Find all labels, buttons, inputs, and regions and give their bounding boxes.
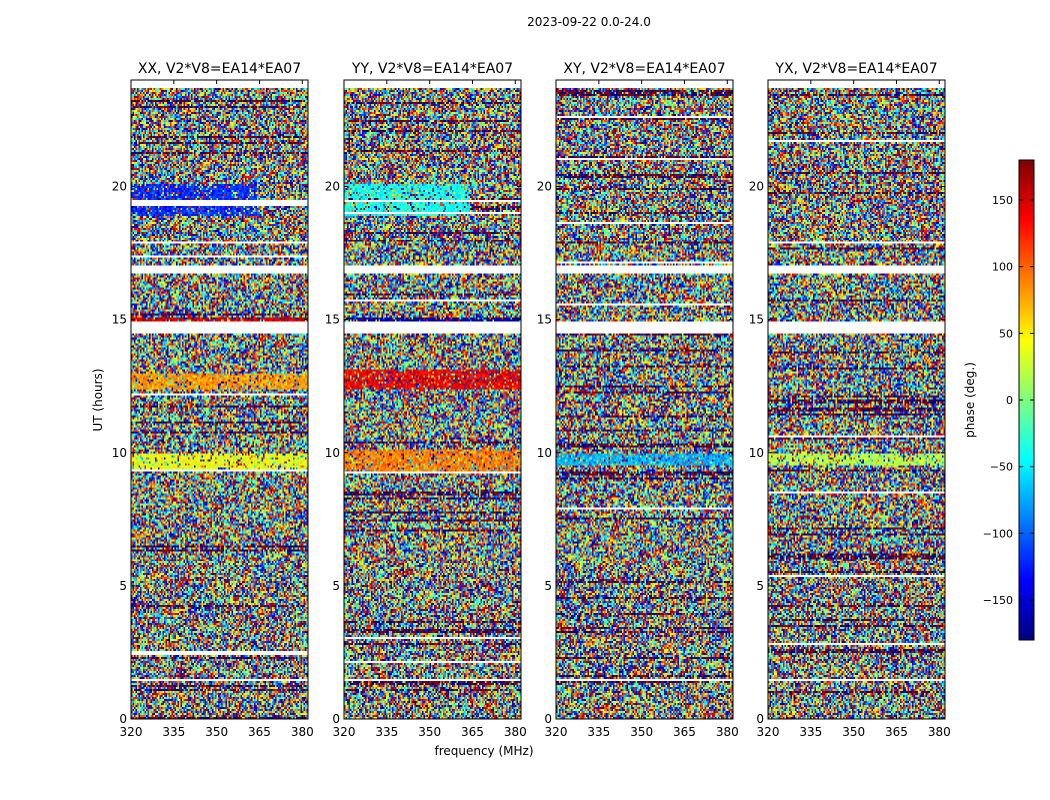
x-tick-label: 335 — [799, 725, 822, 739]
colorbar-tick-label: 0 — [1006, 394, 1013, 407]
colorbar: 150 100 50 0 −50 −100 −150 — [983, 159, 1035, 641]
panel-title: YX, V2*V8=EA14*EA07 — [774, 61, 937, 77]
x-tick-label: 335 — [162, 725, 185, 739]
panel-2: XY, V2*V8=EA14*EA07 320 335 350 365 380 0 5 10 15… — [537, 61, 739, 739]
y-tick-label: 5 — [544, 579, 552, 593]
colorbar-tick-label: −50 — [990, 461, 1013, 474]
x-tick-label: 350 — [842, 725, 865, 739]
y-tick-label: 20 — [112, 180, 127, 194]
x-tick-label: 365 — [885, 725, 908, 739]
x-tick-label: 335 — [587, 725, 610, 739]
y-tick-label: 10 — [325, 446, 340, 460]
colorbar-tick-label: 100 — [992, 261, 1013, 274]
x-tick-label: 365 — [248, 725, 271, 739]
x-tick-label: 350 — [418, 725, 441, 739]
x-tick-label: 380 — [928, 725, 951, 739]
phase-heatmap-image — [556, 80, 733, 719]
x-tick-label: 320 — [545, 725, 568, 739]
x-tick-label: 350 — [205, 725, 228, 739]
y-tick-label: 10 — [537, 446, 552, 460]
y-axis-label: UT (hours) — [91, 368, 105, 431]
y-tick-label: 20 — [749, 180, 764, 194]
phase-heatmap-image — [131, 80, 308, 719]
colorbar-tick-label: −100 — [983, 527, 1013, 540]
y-tick-label: 20 — [537, 180, 552, 194]
panel-0: XX, V2*V8=EA14*EA07 320 335 350 365 380 0 5 10 15… — [112, 61, 314, 739]
x-tick-label: 350 — [630, 725, 653, 739]
panel-frame — [130, 79, 309, 720]
x-tick-label: 335 — [375, 725, 398, 739]
panel-3: YX, V2*V8=EA14*EA07 320 335 350 365 380 0 5 10 15… — [749, 61, 951, 739]
panel-title: XX, V2*V8=EA14*EA07 — [138, 61, 301, 77]
x-axis-label: frequency (MHz) — [434, 744, 533, 758]
y-tick-label: 20 — [325, 180, 340, 194]
y-tick-label: 0 — [119, 712, 127, 726]
x-tick-label: 320 — [757, 725, 780, 739]
y-tick-label: 15 — [112, 313, 127, 327]
y-tick-label: 10 — [112, 446, 127, 460]
colorbar-label: phase (deg.) — [963, 362, 977, 438]
y-tick-label: 5 — [119, 579, 127, 593]
x-tick-label: 320 — [120, 725, 143, 739]
panel-frame — [555, 79, 734, 720]
panel-1: YY, V2*V8=EA14*EA07 320 335 350 365 380 0 5 10 15… — [325, 61, 527, 739]
y-tick-label: 15 — [749, 313, 764, 327]
x-tick-label: 380 — [291, 725, 314, 739]
y-tick-label: 5 — [332, 579, 340, 593]
x-tick-label: 380 — [716, 725, 739, 739]
y-tick-label: 0 — [756, 712, 764, 726]
x-tick-label: 365 — [673, 725, 696, 739]
colorbar-tick-label: −150 — [983, 594, 1013, 607]
phase-heatmap-image — [768, 80, 945, 719]
x-tick-label: 320 — [333, 725, 356, 739]
panel-title: YY, V2*V8=EA14*EA07 — [351, 61, 513, 77]
y-tick-label: 10 — [749, 446, 764, 460]
figure-suptitle: 2023-09-22 0.0-24.0 — [527, 15, 651, 29]
colorbar-tick-label: 150 — [992, 194, 1013, 207]
panel-frame — [343, 79, 522, 720]
panel-frame — [767, 79, 946, 720]
y-tick-label: 15 — [537, 313, 552, 327]
x-tick-label: 365 — [461, 725, 484, 739]
x-tick-label: 380 — [504, 725, 527, 739]
y-tick-label: 0 — [544, 712, 552, 726]
y-tick-label: 15 — [325, 313, 340, 327]
y-tick-label: 5 — [756, 579, 764, 593]
panel-title: XY, V2*V8=EA14*EA07 — [563, 61, 725, 77]
y-tick-label: 0 — [332, 712, 340, 726]
colorbar-tick-label: 50 — [999, 327, 1013, 340]
phase-heatmap-image — [344, 80, 521, 719]
panels: XX, V2*V8=EA14*EA07 320 335 350 365 380 0 5 10 15… — [112, 61, 951, 739]
